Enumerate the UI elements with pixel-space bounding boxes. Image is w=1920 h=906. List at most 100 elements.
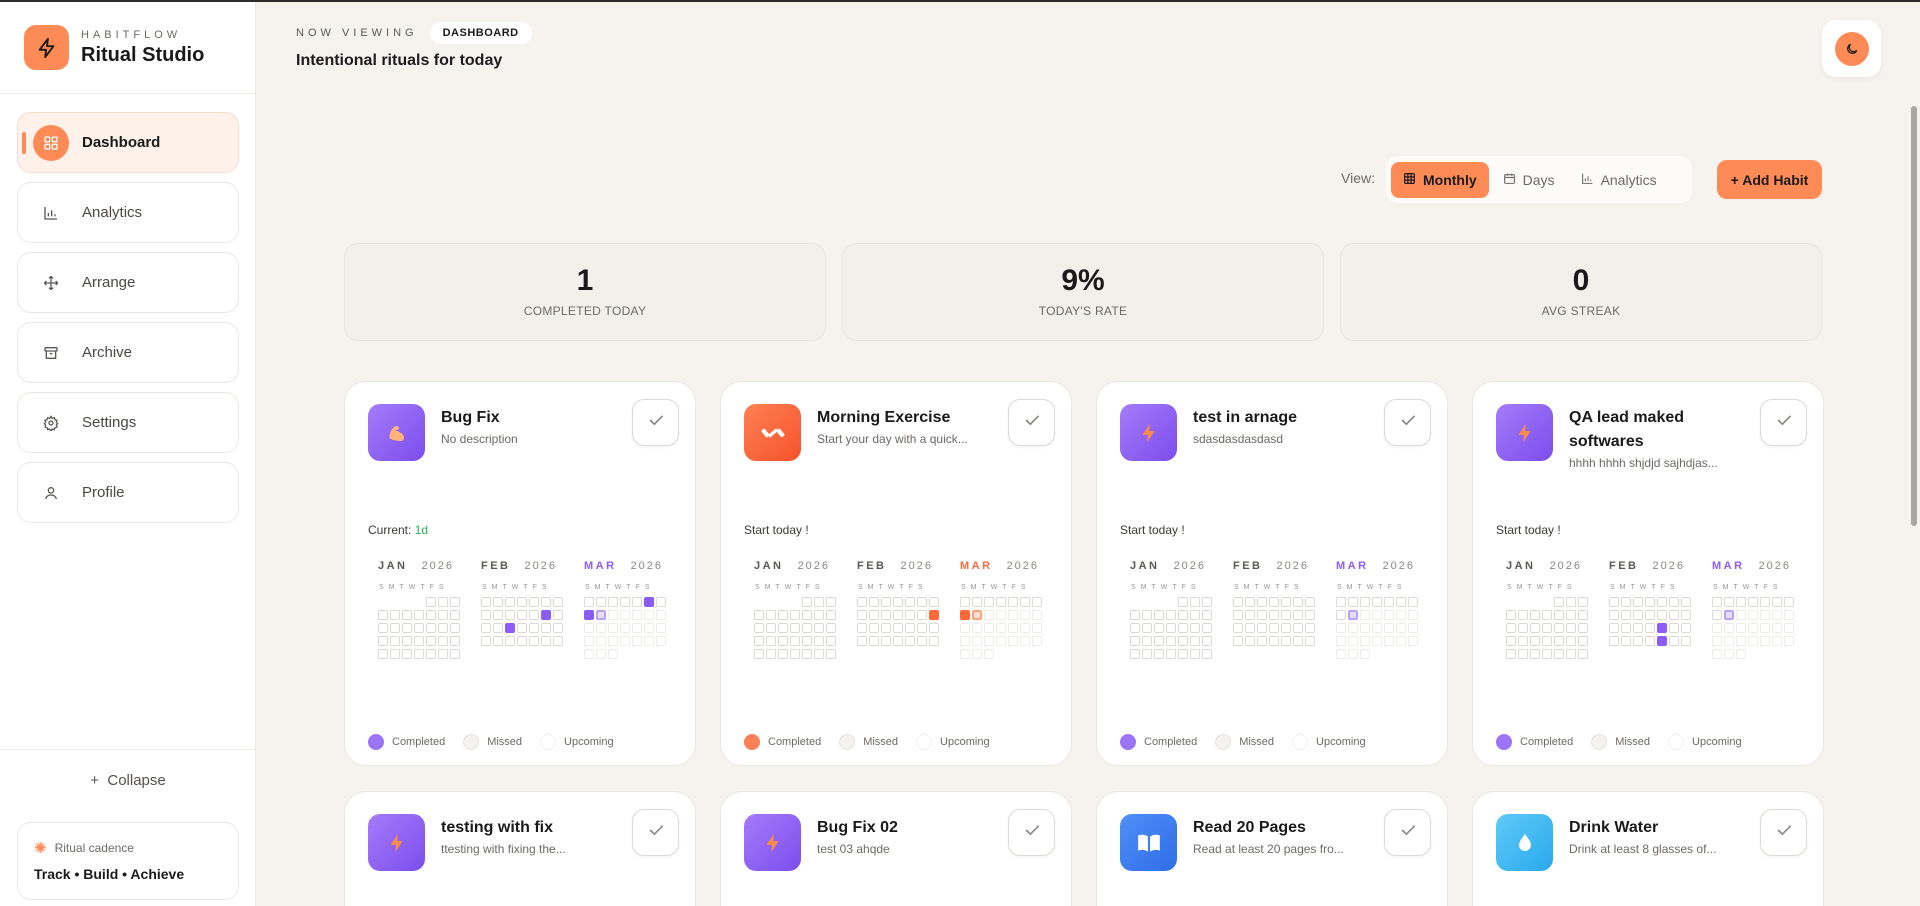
heatmap-day-cell[interactable]: [960, 636, 970, 646]
mark-complete-button[interactable]: [632, 399, 679, 446]
heatmap-day-cell[interactable]: [905, 636, 915, 646]
heatmap-day-cell[interactable]: [1178, 610, 1188, 620]
heatmap-day-cell[interactable]: [1269, 623, 1279, 633]
heatmap-day-cell[interactable]: [450, 636, 460, 646]
lightning-logo-icon[interactable]: [24, 25, 69, 70]
heatmap-day-cell[interactable]: [1008, 597, 1018, 607]
heatmap-day-cell[interactable]: [960, 597, 970, 607]
heatmap-day-cell[interactable]: [1554, 610, 1564, 620]
heatmap-day-cell[interactable]: [1245, 610, 1255, 620]
heatmap-day-cell[interactable]: [541, 636, 551, 646]
heatmap-day-cell[interactable]: [1554, 597, 1564, 607]
heatmap-day-cell[interactable]: [1736, 610, 1746, 620]
heatmap-day-cell[interactable]: [826, 649, 836, 659]
heatmap-day-cell[interactable]: [972, 636, 982, 646]
heatmap-day-cell[interactable]: [1190, 597, 1200, 607]
habit-card[interactable]: Morning Exercise Start your day with a qu…: [720, 381, 1072, 766]
heatmap-day-cell[interactable]: [1657, 610, 1667, 620]
heatmap-day-cell[interactable]: [869, 623, 879, 633]
habit-card[interactable]: test in arnage sdasdasdasdasd Start today …: [1096, 381, 1448, 766]
heatmap-day-cell[interactable]: [1645, 623, 1655, 633]
heatmap-day-cell[interactable]: [1372, 636, 1382, 646]
heatmap-day-cell[interactable]: [802, 597, 812, 607]
heatmap-day-cell[interactable]: [996, 623, 1006, 633]
heatmap-day-cell[interactable]: [1257, 623, 1267, 633]
heatmap-day-cell[interactable]: [1269, 636, 1279, 646]
heatmap-day-cell[interactable]: [1372, 623, 1382, 633]
heatmap-day-cell[interactable]: [814, 649, 824, 659]
heatmap-day-cell[interactable]: [1154, 610, 1164, 620]
heatmap-day-cell[interactable]: [1008, 610, 1018, 620]
heatmap-day-cell[interactable]: [1408, 636, 1418, 646]
heatmap-day-cell[interactable]: [1190, 636, 1200, 646]
heatmap-day-cell[interactable]: [1130, 649, 1140, 659]
heatmap-day-cell[interactable]: [1202, 636, 1212, 646]
sidebar-item-settings[interactable]: Settings: [17, 392, 239, 453]
heatmap-day-cell[interactable]: [826, 597, 836, 607]
collapse-button[interactable]: + Collapse: [0, 772, 256, 789]
heatmap-day-cell[interactable]: [529, 636, 539, 646]
heatmap-day-cell[interactable]: [1554, 636, 1564, 646]
heatmap-day-cell[interactable]: [493, 623, 503, 633]
heatmap-day-cell[interactable]: [1305, 636, 1315, 646]
heatmap-day-cell[interactable]: [608, 610, 618, 620]
view-monthly-button[interactable]: Monthly: [1391, 161, 1489, 198]
heatmap-day-cell[interactable]: [438, 649, 448, 659]
heatmap-day-cell[interactable]: [1578, 597, 1588, 607]
heatmap-day-cell[interactable]: [378, 636, 388, 646]
heatmap-day-cell[interactable]: [929, 610, 939, 620]
heatmap-day-cell[interactable]: [390, 623, 400, 633]
heatmap-day-cell[interactable]: [893, 636, 903, 646]
heatmap-day-cell[interactable]: [1032, 610, 1042, 620]
heatmap-day-cell[interactable]: [917, 623, 927, 633]
heatmap-day-cell[interactable]: [390, 649, 400, 659]
heatmap-day-cell[interactable]: [1130, 636, 1140, 646]
heatmap-day-cell[interactable]: [1748, 597, 1758, 607]
heatmap-day-cell[interactable]: [1542, 649, 1552, 659]
heatmap-day-cell[interactable]: [426, 636, 436, 646]
heatmap-day-cell[interactable]: [1384, 610, 1394, 620]
heatmap-day-cell[interactable]: [1142, 623, 1152, 633]
heatmap-day-cell[interactable]: [869, 610, 879, 620]
heatmap-day-cell[interactable]: [390, 636, 400, 646]
heatmap-day-cell[interactable]: [826, 636, 836, 646]
mark-complete-button[interactable]: [632, 809, 679, 856]
heatmap-day-cell[interactable]: [1020, 636, 1030, 646]
heatmap-day-cell[interactable]: [1609, 636, 1619, 646]
heatmap-day-cell[interactable]: [1724, 649, 1734, 659]
heatmap-day-cell[interactable]: [1305, 597, 1315, 607]
heatmap-day-cell[interactable]: [529, 597, 539, 607]
heatmap-day-cell[interactable]: [644, 597, 654, 607]
heatmap-day-cell[interactable]: [1020, 623, 1030, 633]
heatmap-day-cell[interactable]: [1408, 610, 1418, 620]
heatmap-day-cell[interactable]: [1669, 623, 1679, 633]
heatmap-day-cell[interactable]: [1166, 649, 1176, 659]
heatmap-day-cell[interactable]: [1008, 623, 1018, 633]
habit-card[interactable]: Bug Fix No description Current: 1d JAN 2026 S…: [344, 381, 696, 766]
heatmap-day-cell[interactable]: [1178, 597, 1188, 607]
heatmap-day-cell[interactable]: [972, 597, 982, 607]
heatmap-day-cell[interactable]: [1257, 636, 1267, 646]
heatmap-day-cell[interactable]: [1506, 636, 1516, 646]
heatmap-day-cell[interactable]: [596, 623, 606, 633]
mark-complete-button[interactable]: [1008, 809, 1055, 856]
heatmap-day-cell[interactable]: [656, 623, 666, 633]
heatmap-day-cell[interactable]: [1245, 597, 1255, 607]
heatmap-day-cell[interactable]: [929, 597, 939, 607]
heatmap-day-cell[interactable]: [1336, 610, 1346, 620]
heatmap-day-cell[interactable]: [814, 597, 824, 607]
heatmap-day-cell[interactable]: [972, 649, 982, 659]
heatmap-day-cell[interactable]: [790, 649, 800, 659]
heatmap-day-cell[interactable]: [893, 597, 903, 607]
heatmap-day-cell[interactable]: [1669, 597, 1679, 607]
heatmap-day-cell[interactable]: [1336, 597, 1346, 607]
heatmap-day-cell[interactable]: [802, 649, 812, 659]
heatmap-day-cell[interactable]: [1566, 649, 1576, 659]
heatmap-day-cell[interactable]: [1784, 623, 1794, 633]
heatmap-day-cell[interactable]: [481, 636, 491, 646]
heatmap-day-cell[interactable]: [1633, 623, 1643, 633]
heatmap-day-cell[interactable]: [1681, 623, 1691, 633]
heatmap-day-cell[interactable]: [1233, 623, 1243, 633]
heatmap-day-cell[interactable]: [1348, 649, 1358, 659]
heatmap-day-cell[interactable]: [1578, 610, 1588, 620]
